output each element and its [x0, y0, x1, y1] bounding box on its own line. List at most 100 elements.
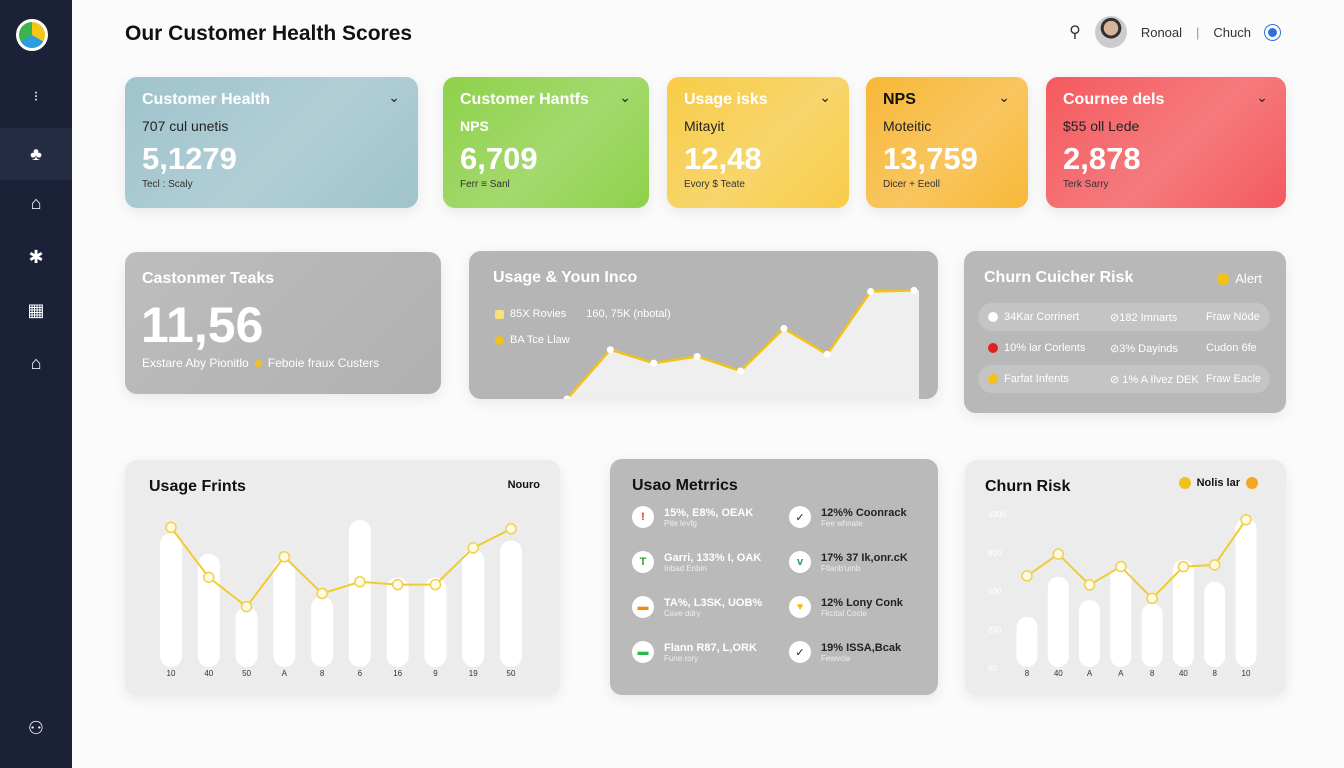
data-point: [165, 521, 177, 534]
metric-sub: Fee whnate: [821, 518, 863, 528]
legend-dot-icon: [1178, 477, 1191, 489]
data-point: [1208, 559, 1221, 571]
kpi-subtitle: Moteitic: [883, 118, 932, 134]
metric-text: 17% 37 Ik,onr.cK: [821, 551, 908, 564]
kpi-value: 12,48: [684, 141, 762, 176]
card-title: Usage & Youn Inco: [493, 269, 638, 286]
risk-action: Fraw Eacle: [1206, 373, 1262, 385]
legend-label[interactable]: Nouro: [507, 479, 540, 491]
user-settings-icon: ⚇: [27, 717, 45, 738]
data-point: [910, 286, 918, 294]
risk-row[interactable]: 34Kar Corrinert ⊘182 Imnarts Fraw Nöde: [978, 303, 1270, 331]
sidebar-item-club[interactable]: ♣: [0, 128, 72, 180]
kpi-title: Customer Health: [142, 91, 271, 108]
x-tick-label: 40: [1179, 669, 1188, 678]
data-point: [650, 359, 658, 367]
x-tick-label: 40: [204, 669, 213, 678]
card-title: Usao Metrrics: [632, 477, 738, 494]
usage-trends-card: 10 40 50 A 8 6 16 9 19 50 Usage Frints Nouro: [125, 460, 560, 695]
kpi-footer: Tecl : Scaly: [142, 179, 193, 190]
data-point: [203, 571, 215, 584]
bar: [1047, 576, 1069, 667]
bar: [386, 577, 409, 667]
chevron-down-icon[interactable]: ⌄: [819, 89, 831, 105]
risk-row[interactable]: 10% lar Corlents ⊘3% Dayinds Cudon 6fe: [978, 334, 1270, 362]
legend-label: BA Tce Llaw: [510, 334, 570, 346]
kpi-title: Customer Hantfs: [460, 91, 589, 108]
chevron-down-icon[interactable]: ⌄: [388, 89, 400, 105]
page-title: Our Customer Health Scores: [125, 22, 413, 45]
status-icon[interactable]: [1265, 24, 1280, 40]
kpi-card[interactable]: NPS ⌄ Moteitic 13,759 Dicer + Eeoll: [866, 77, 1028, 208]
metric-item: ✓ 12%% Coonrack Fee whnate: [789, 506, 907, 528]
data-point: [1083, 579, 1096, 591]
bar: [197, 553, 220, 667]
data-point: [780, 324, 788, 332]
metric-text: 12%% Coonrack: [821, 506, 907, 519]
usage-metrics-card: Usao Metrrics ! 15%, E8%, OEAK Pite levf…: [610, 459, 938, 695]
legend-item: BA Tce Llaw: [495, 334, 570, 346]
search-icon[interactable]: ⚲: [1069, 24, 1081, 41]
alert-badge[interactable]: Alert: [1217, 271, 1262, 286]
data-point: [391, 578, 404, 591]
risk-name: 10% lar Corlents: [1004, 342, 1086, 354]
kpi-card[interactable]: Customer Hantfs ⌄ NPS 6,709 Ferr ≡ Sanl: [443, 77, 649, 208]
legend-extra: 160, 75K (nbotal): [586, 308, 671, 320]
kpi-card[interactable]: Cournee dels ⌄ $55 oll Lede 2,878 Terk S…: [1046, 77, 1286, 208]
x-tick-label: 50: [242, 669, 251, 678]
data-point: [693, 352, 701, 360]
x-tick-label: A: [1118, 669, 1124, 678]
metric-icon: ✓: [789, 506, 811, 528]
kpi-title: NPS: [883, 91, 916, 108]
legend-dot-icon: [1246, 477, 1258, 489]
bar: [348, 520, 371, 667]
card-title: Churn Risk: [985, 478, 1071, 495]
x-tick-label: 9: [433, 669, 438, 678]
secondary-link[interactable]: Chuch: [1213, 24, 1251, 40]
chevron-down-icon[interactable]: ⌄: [1256, 89, 1268, 105]
chevron-down-icon[interactable]: ⌄: [998, 89, 1010, 105]
chevron-down-icon[interactable]: ⌄: [619, 89, 631, 105]
bar: [1110, 566, 1132, 667]
kpi-card[interactable]: Customer Health ⌄ 707 cul unetis 5,1279 …: [125, 77, 418, 208]
risk-name: Farfat Infents: [1004, 373, 1069, 385]
sidebar-item-building[interactable]: ⌂: [0, 343, 72, 383]
metric-icon: ✓: [789, 641, 811, 663]
sidebar-item-user[interactable]: ⚇: [0, 708, 72, 748]
y-tick-label: 500: [988, 587, 1002, 596]
risk-row[interactable]: Farfat Infents ⊘ 1% A Ilvez DEK Fraw Eac…: [978, 365, 1270, 393]
risk-action: Fraw Nöde: [1206, 311, 1260, 323]
y-tick-label: 230: [988, 626, 1002, 635]
kpi-title: Usage isks: [684, 91, 768, 108]
data-point: [867, 287, 875, 295]
metric-item: ! 15%, E8%, OEAK Pite levfg: [632, 506, 753, 528]
user-name[interactable]: Ronoal: [1140, 24, 1183, 40]
y-tick-label: 1000: [988, 510, 1006, 519]
metric-text: 15%, E8%, OEAK: [664, 506, 754, 519]
puzzle-icon: ✱: [28, 246, 44, 267]
bar: [1172, 559, 1194, 667]
sidebar-item-grid[interactable]: ▦: [0, 290, 72, 330]
sidebar: ⁝ ♣ ⌂ ✱ ▦ ⌂ ⚇: [0, 0, 72, 768]
card-value: 11,56: [141, 297, 264, 353]
more-icon[interactable]: ⁝: [33, 87, 39, 104]
churn-risk-chart: 1000 800 500 230 60 8 40 A A 8 40 8 10: [988, 510, 1257, 678]
metric-text: TA%, L3SK, UOB%: [664, 596, 763, 609]
kpi-card[interactable]: Usage isks ⌄ Mitayit 12,48 Evory $ Teate: [667, 77, 849, 208]
x-tick-label: 50: [507, 669, 516, 678]
logo-icon[interactable]: [16, 19, 48, 51]
x-tick-label: 8: [1025, 669, 1030, 678]
card-caption: Exstare Aby Pionitlo: [142, 356, 249, 370]
kpi-value: 6,709: [460, 141, 538, 176]
bar: [311, 596, 334, 667]
risk-action: Cudon 6fe: [1206, 342, 1257, 354]
legend[interactable]: Nolis lar: [1178, 477, 1258, 489]
data-point: [737, 367, 744, 375]
data-point: [354, 575, 366, 588]
risk-metric: ⊘182 Imnarts: [1110, 311, 1178, 324]
avatar[interactable]: [1094, 16, 1127, 48]
data-point: [240, 600, 253, 613]
sidebar-item-puzzle[interactable]: ✱: [0, 237, 72, 277]
sidebar-item-home[interactable]: ⌂: [0, 183, 72, 223]
x-tick-label: 8: [1212, 669, 1217, 678]
